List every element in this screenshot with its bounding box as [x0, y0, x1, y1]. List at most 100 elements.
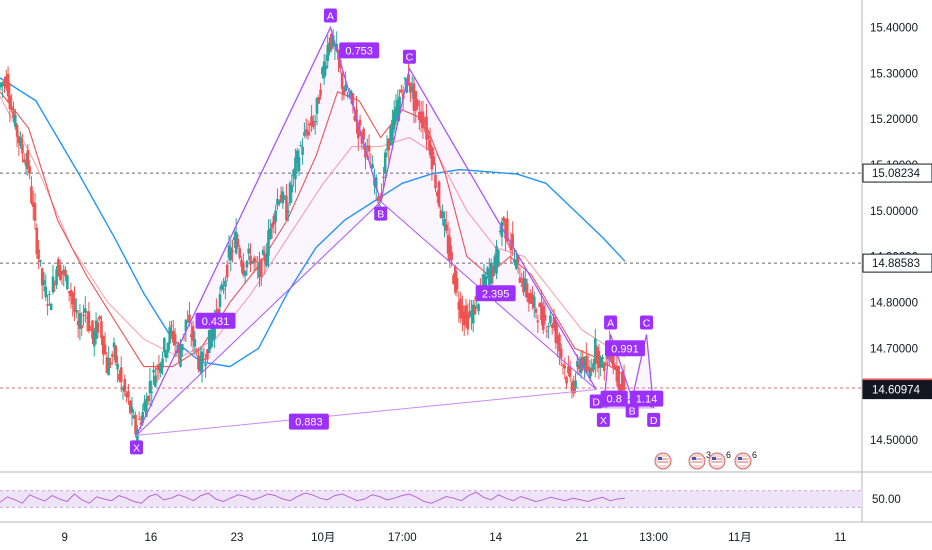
candle-body: [170, 325, 173, 327]
candle-body: [258, 261, 261, 278]
pattern-point-c[interactable]: [640, 315, 653, 330]
candle-body: [225, 264, 229, 278]
candle-body: [452, 275, 455, 284]
candle-body: [473, 306, 477, 315]
pattern-point-x[interactable]: [129, 440, 143, 455]
candle-body: [109, 362, 112, 365]
rsi-line: [0, 491, 625, 504]
candle-body: [184, 319, 188, 332]
candle-body: [364, 145, 367, 158]
candle-body: [356, 123, 360, 139]
candle-body: [1, 82, 4, 87]
candle-body: [349, 90, 353, 96]
candle-body: [488, 270, 491, 285]
candle-body: [367, 145, 371, 152]
candle-body: [414, 90, 418, 111]
candle-body: [141, 411, 145, 423]
candle-body: [121, 387, 125, 391]
candle-body: [35, 227, 39, 254]
candle-body: [489, 262, 493, 284]
time-axis[interactable]: 9 16 23 10月 17:00 14 21 13:00 11月 11: [61, 532, 846, 544]
flag-canton: [692, 457, 696, 460]
pattern-point-b[interactable]: [625, 403, 639, 418]
candle-body: [295, 150, 299, 164]
candle-body: [240, 260, 243, 267]
candle-body: [148, 381, 152, 394]
candle-body: [344, 84, 347, 92]
time-tick-label: 13:00: [639, 532, 668, 544]
candle-body: [146, 395, 150, 401]
candle-body: [227, 245, 231, 259]
candle-body: [462, 311, 466, 326]
pattern-point-label: D: [592, 397, 600, 409]
price-tag-0: [862, 163, 932, 183]
pattern-point-c[interactable]: [402, 49, 416, 64]
candle-body: [403, 77, 407, 79]
candle-body: [554, 320, 558, 343]
candle-body: [561, 364, 565, 366]
candle-body: [365, 146, 369, 148]
candle-body: [550, 324, 554, 328]
candle-body: [518, 277, 522, 283]
candle-body: [310, 116, 313, 126]
candle-body: [134, 414, 137, 435]
candle-body: [154, 375, 157, 387]
candle-body: [198, 355, 202, 372]
candle-body: [17, 136, 21, 144]
candle-body: [193, 339, 197, 347]
candle-body: [67, 291, 71, 294]
moving-average-fast-2: [0, 95, 626, 359]
candle-body: [103, 344, 107, 354]
candle-body: [100, 321, 103, 338]
flag-canton: [738, 457, 742, 460]
pattern-point-x[interactable]: [596, 412, 610, 427]
pattern-point-label: D: [650, 415, 658, 427]
candle-body: [558, 334, 561, 352]
pattern-point-a[interactable]: [323, 8, 337, 23]
pattern-point-d[interactable]: [589, 394, 603, 409]
candle-body: [71, 292, 75, 305]
flag-stripe: [658, 457, 668, 465]
candle-body: [94, 320, 98, 339]
price-axis[interactable]: 15.4000015.3000015.2000015.1000015.00000…: [862, 22, 932, 447]
candle-body: [383, 152, 387, 174]
candle-body: [267, 230, 270, 257]
price-tick-label: 15.00000: [870, 206, 918, 218]
candle-body: [394, 106, 398, 113]
candle-body: [249, 255, 252, 265]
candle-body: [405, 79, 409, 93]
candle-body: [572, 380, 576, 394]
candle-body: [355, 109, 358, 122]
pattern-point-d[interactable]: [647, 412, 661, 427]
candle-body: [286, 210, 290, 213]
candle-body: [543, 314, 547, 321]
candle-body: [277, 201, 281, 205]
ratio-label: 0.753: [345, 45, 373, 57]
pattern-point-label: B: [629, 406, 636, 418]
candle-body: [565, 377, 568, 384]
candle-body: [55, 269, 58, 285]
rsi-pane: 50.00: [0, 490, 901, 508]
candle-body: [66, 275, 69, 290]
candle-body: [574, 380, 577, 389]
flag-stripe: [712, 457, 722, 465]
candle-body: [342, 88, 346, 96]
candle-body: [114, 345, 118, 363]
candle-body: [416, 100, 419, 107]
pattern-point-b[interactable]: [374, 206, 388, 221]
candle-body: [373, 179, 376, 186]
candle-body: [69, 290, 73, 297]
candle-body: [579, 358, 583, 374]
candle-body: [407, 74, 410, 84]
candle-body: [418, 111, 421, 121]
candle-body: [576, 361, 579, 367]
candle-body: [549, 315, 552, 323]
candle-body: [127, 391, 130, 398]
candle-body: [450, 252, 453, 260]
pattern-point-a[interactable]: [604, 315, 618, 330]
candle-body: [259, 259, 263, 278]
candle-body: [163, 338, 166, 353]
candle-body: [272, 216, 276, 225]
candle-body: [423, 127, 427, 129]
